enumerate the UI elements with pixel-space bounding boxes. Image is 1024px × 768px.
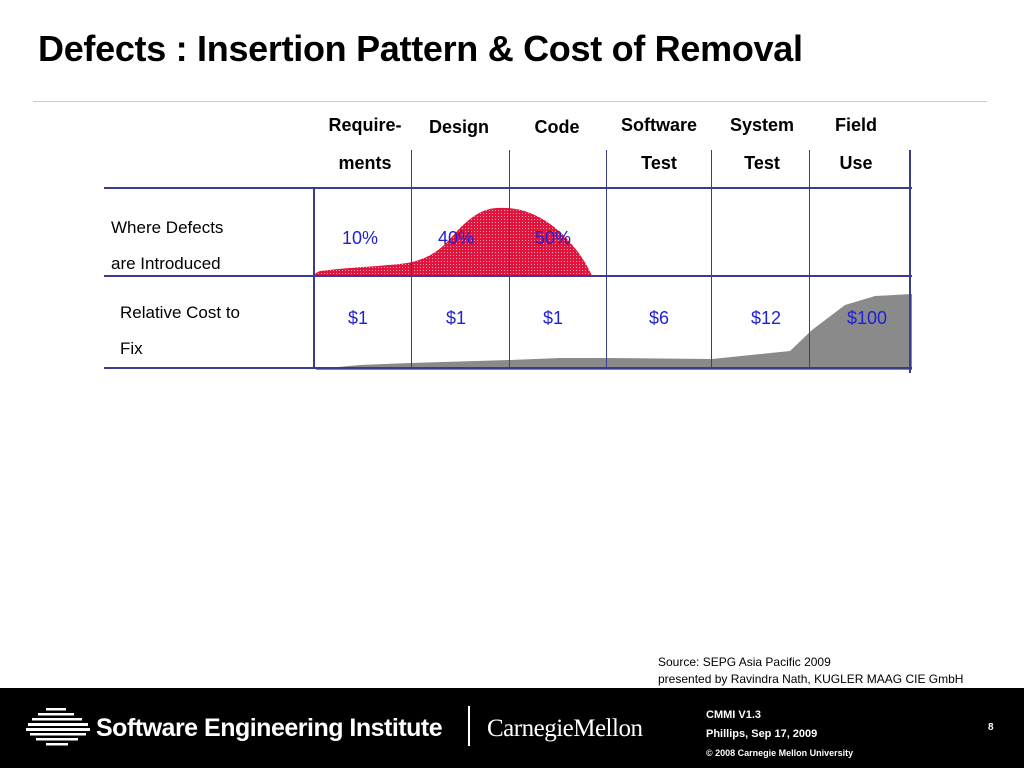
- table-column-divider: [606, 150, 607, 368]
- column-header-field-use: Field Use: [811, 114, 901, 190]
- sei-name: Software Engineering Institute: [96, 714, 443, 742]
- table-curves: [314, 207, 912, 370]
- row-label-line2: are Introduced: [111, 254, 221, 273]
- cost-requirements-value: $1: [347, 308, 369, 328]
- column-header-line1: Design: [428, 117, 489, 137]
- sei-logo-icon: [26, 708, 90, 746]
- source-note: Source: SEPG Asia Pacific 2009 presented…: [658, 654, 963, 688]
- cost-design-value: $1: [445, 308, 467, 328]
- table-rule-bottom: [104, 367, 912, 369]
- row-label-line1: Relative Cost to: [120, 303, 240, 322]
- introduced-code-value: 50%: [534, 228, 572, 248]
- cost-code-value: $1: [542, 308, 564, 328]
- table-rule-top: [104, 187, 912, 189]
- table-column-divider: [509, 150, 510, 368]
- introduced-design-value: 40%: [437, 228, 475, 248]
- column-header-line1: Software: [620, 115, 698, 135]
- column-header-line1: Code: [534, 117, 580, 137]
- column-header-line2: Use: [839, 153, 873, 173]
- cost-software-test-value: $6: [648, 308, 670, 328]
- footer-course: CMMI V1.3: [706, 709, 762, 721]
- column-header-code: Code: [512, 116, 602, 154]
- footer-divider: [468, 706, 470, 746]
- column-header-line2: ments: [338, 153, 392, 173]
- row-label-relative-cost: Relative Cost to Fix: [120, 295, 240, 367]
- column-header-requirements: Require- ments: [320, 114, 410, 190]
- cost-field-use-value: $100: [846, 308, 888, 328]
- table-column-divider: [809, 150, 810, 368]
- cost-system-test-value: $12: [750, 308, 782, 328]
- column-header-line2: Test: [641, 153, 677, 173]
- table-column-divider: [711, 150, 712, 368]
- column-header-design: Design: [414, 116, 504, 154]
- cost-of-removal-curve: [316, 294, 912, 370]
- cmu-wordmark: CarnegieMellon: [487, 715, 643, 742]
- column-header-software-test: Software Test: [614, 114, 704, 190]
- source-line2: presented by Ravindra Nath, KUGLER MAAG …: [658, 672, 964, 686]
- page-number: 8: [988, 722, 994, 733]
- table-rule-middle: [104, 275, 912, 277]
- footer-info: CMMI V1.3 Phillips, Sep 17, 2009 © 2008 …: [706, 706, 853, 763]
- row-label-where-introduced: Where Defects are Introduced: [111, 210, 223, 282]
- table-column-divider: [411, 150, 412, 368]
- column-header-line1: Field: [834, 115, 877, 135]
- column-header-line1: System: [729, 115, 795, 135]
- column-header-line2: Test: [744, 153, 780, 173]
- slide-title: Defects : Insertion Pattern & Cost of Re…: [38, 28, 803, 69]
- table-column-divider: [909, 150, 911, 373]
- row-label-line2: Fix: [120, 339, 143, 358]
- row-label-line1: Where Defects: [111, 218, 224, 237]
- table-column-divider: [313, 187, 315, 368]
- defect-insertion-curve: [314, 207, 592, 276]
- footer-copyright: © 2008 Carnegie Mellon University: [706, 748, 854, 758]
- column-header-line1: Require-: [328, 115, 402, 135]
- column-header-system-test: System Test: [717, 114, 807, 190]
- source-line1: Source: SEPG Asia Pacific 2009: [658, 655, 831, 669]
- slide-footer: Software Engineering Institute CarnegieM…: [0, 688, 1024, 768]
- title-divider: [33, 101, 987, 102]
- introduced-requirements-value: 10%: [341, 228, 379, 248]
- footer-presenter: Phillips, Sep 17, 2009: [706, 728, 818, 740]
